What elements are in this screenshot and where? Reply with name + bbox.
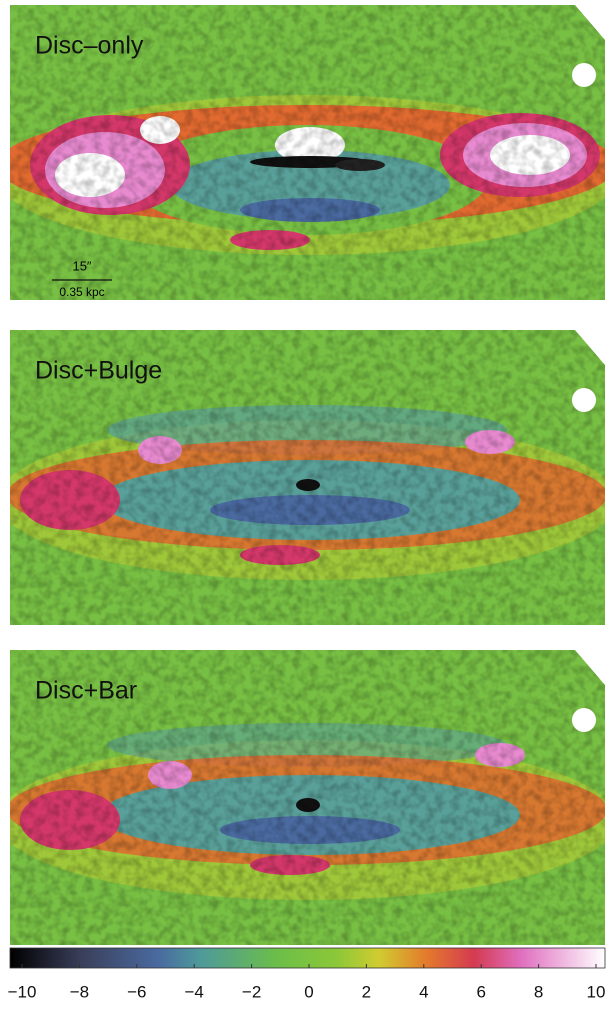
tick-label: −8 <box>70 982 89 1001</box>
tick-label: 8 <box>534 982 543 1001</box>
panel-label: Disc+Bar <box>35 677 137 705</box>
scale-bar-angle: 15″ <box>72 258 91 273</box>
tick-label: −10 <box>8 982 37 1001</box>
colorbar <box>9 947 606 969</box>
tick-label: 10 <box>587 982 606 1001</box>
tick-label: 2 <box>362 982 371 1001</box>
tick-label: −6 <box>127 982 146 1001</box>
map-panel: Disc–only 15″ 0.35 kpc <box>10 5 605 300</box>
colorbar-ticks: −10 −8 −6 −4 −2 0 2 4 6 8 10 <box>8 964 606 1001</box>
tick-label: 0 <box>304 982 313 1001</box>
tick-label: 6 <box>476 982 485 1001</box>
map-panel: Disc+Bar <box>10 650 605 945</box>
panel-label: Disc–only <box>35 32 144 60</box>
panel-label: Disc+Bulge <box>35 357 162 385</box>
map-panel: Disc+Bulge <box>10 330 605 625</box>
tick-label: −2 <box>242 982 261 1001</box>
scale-bar-length: 0.35 kpc <box>59 285 104 299</box>
tick-label: −4 <box>185 982 204 1001</box>
tick-label: 4 <box>419 982 428 1001</box>
